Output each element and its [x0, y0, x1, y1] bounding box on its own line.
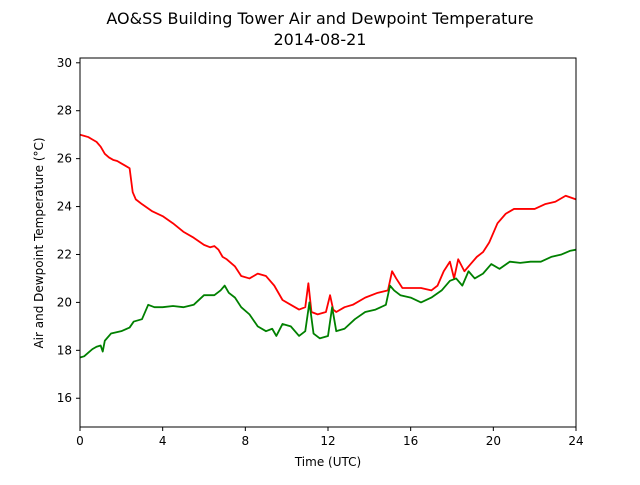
- plot-area: [79, 133, 577, 359]
- x-tick-label: 16: [403, 434, 418, 448]
- y-tick-label: 28: [57, 104, 72, 118]
- y-tick-label: 24: [57, 200, 72, 214]
- x-tick-label: 0: [76, 434, 84, 448]
- chart-subtitle: 2014-08-21: [274, 30, 367, 49]
- y-tick-label: 20: [57, 295, 72, 309]
- x-tick-label: 4: [159, 434, 167, 448]
- x-tick-label: 20: [486, 434, 501, 448]
- x-tick-label: 12: [320, 434, 335, 448]
- y-tick-label: 18: [57, 343, 72, 357]
- y-tick-label: 22: [57, 247, 72, 261]
- x-tick-label: 24: [568, 434, 583, 448]
- chart-title: AO&SS Building Tower Air and Dewpoint Te…: [106, 9, 533, 28]
- y-tick-label: 30: [57, 56, 72, 70]
- series-line-1: [79, 248, 577, 359]
- y-axis-label: Air and Dewpoint Temperature (°C): [32, 137, 46, 348]
- series-line-0: [79, 133, 577, 316]
- y-tick-label: 26: [57, 152, 72, 166]
- x-tick-label: 8: [242, 434, 250, 448]
- axis-ticks: 0 4 8 12 16 20 24 16 18 20 22 24 26 28 30: [57, 56, 584, 448]
- y-tick-label: 16: [57, 391, 72, 405]
- x-axis-label: Time (UTC): [294, 455, 361, 469]
